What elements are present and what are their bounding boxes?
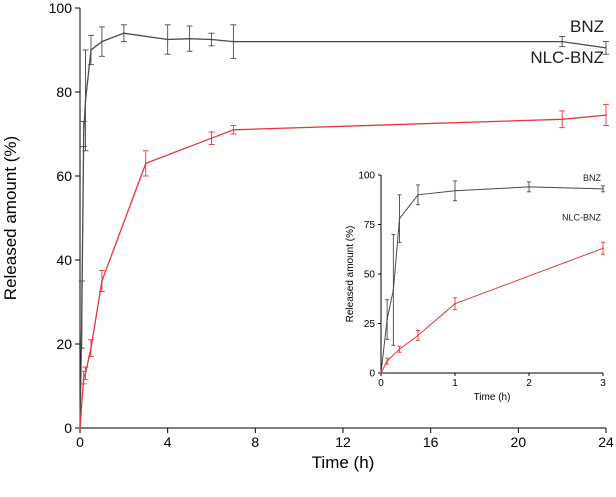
main-data-point [561, 40, 563, 43]
main-data-point [79, 427, 81, 429]
main-data-point [188, 37, 191, 40]
main-data-point [144, 162, 147, 165]
main-data-point [101, 280, 103, 282]
inset-y-axis-label: Released amount (%) [345, 226, 356, 323]
main-series-label: BNZ [570, 17, 604, 36]
main-data-point [101, 40, 103, 43]
main-y-tick-label: 20 [56, 336, 72, 352]
inset-series-label: NLC-BNZ [562, 212, 602, 222]
inset-data-point [454, 302, 456, 305]
main-data-point [232, 129, 235, 131]
inset-data-point [380, 372, 382, 374]
inset-x-tick-label: 0 [378, 378, 384, 389]
main-data-point [84, 99, 87, 102]
inset-data-point [528, 186, 530, 188]
main-data-point [123, 32, 125, 34]
inset-x-tick-label: 2 [526, 378, 532, 389]
main-y-tick-label: 0 [64, 420, 72, 436]
inset-y-tick-label: 75 [364, 220, 376, 231]
inset-data-point [417, 194, 419, 196]
main-series-nlc-bnz: NLC-BNZ [79, 48, 609, 429]
main-data-point [84, 372, 87, 375]
inset-series-line [380, 247, 604, 374]
inset-x-axis-label: Time (h) [474, 392, 511, 403]
inset-data-point [398, 348, 401, 351]
main-data-point [82, 133, 85, 135]
main-x-tick-label: 24 [598, 434, 614, 450]
inset-y-tick-label: 50 [364, 270, 376, 281]
main-y-axis-label: Released amount (%) [1, 136, 20, 300]
inset-series-label: BNZ [583, 173, 602, 183]
inset-y-tick-label: 0 [369, 369, 375, 380]
main-data-point [210, 38, 213, 41]
main-data-point [210, 137, 213, 139]
inset-chart-group: 0 1 2 3 0 25 50 75 100 Time (h) Released amount (%… [345, 171, 606, 404]
inset-x-tick-label: 1 [452, 378, 458, 389]
main-x-tick-label: 16 [423, 434, 439, 450]
inset-x-tick-label: 3 [600, 378, 606, 389]
inset-data-point [398, 217, 401, 220]
inset-data-point [392, 289, 395, 291]
inset-y-tick-label: 100 [358, 171, 375, 182]
inset-data-point [386, 360, 388, 362]
main-x-tick-label: 8 [251, 434, 259, 450]
main-data-point [81, 313, 83, 316]
inset-series-line [380, 186, 604, 374]
main-x-tick-label: 12 [335, 434, 351, 450]
inset-data-point [417, 334, 419, 337]
main-data-point [90, 347, 92, 350]
main-y-tick-label: 40 [56, 252, 72, 268]
main-x-tick-label: 4 [164, 434, 172, 450]
main-x-tick-label: 20 [511, 434, 527, 450]
main-x-axis-label: Time (h) [312, 453, 375, 472]
inset-background [333, 161, 615, 409]
inset-series-bnz: BNZ [380, 173, 605, 374]
main-series-bnz: BNZ [78, 17, 609, 429]
main-data-point [232, 40, 235, 43]
main-data-point [82, 376, 85, 379]
main-data-point [561, 118, 563, 121]
main-y-tick-label: 80 [56, 84, 72, 100]
inset-data-point [602, 188, 604, 190]
main-data-point [90, 49, 92, 51]
main-data-point [166, 38, 169, 41]
inset-y-tick-label: 25 [364, 319, 376, 330]
main-series-label: NLC-BNZ [530, 48, 604, 67]
inset-data-point [386, 318, 388, 321]
main-data-point [605, 114, 607, 116]
main-data-point [605, 47, 607, 49]
inset-series-nlc-bnz: NLC-BNZ [380, 212, 605, 374]
main-y-tick-label: 60 [56, 168, 72, 184]
main-y-tick-label: 100 [49, 0, 73, 16]
inset-data-point [602, 247, 604, 250]
main-x-tick-label: 0 [76, 434, 84, 450]
main-series-line [79, 114, 607, 429]
inset-data-point [454, 190, 456, 192]
